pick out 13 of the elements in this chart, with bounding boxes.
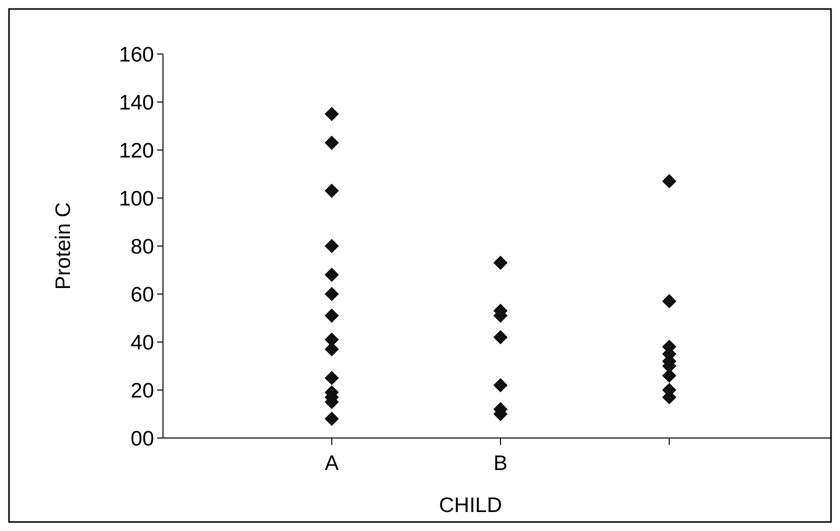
x-axis-title: CHILD — [438, 494, 502, 517]
y-tick-label: 140 — [118, 91, 154, 114]
y-tick-label: 120 — [118, 139, 154, 162]
x-tick-label: A — [324, 452, 339, 475]
y-axis-title: Protein C — [52, 202, 75, 290]
y-tick-label: 160 — [118, 43, 154, 66]
y-tick-label: 60 — [130, 283, 154, 306]
y-tick-label: 100 — [118, 187, 154, 210]
y-tick-label: 80 — [130, 235, 154, 258]
y-tick-label: 40 — [130, 331, 154, 354]
y-tick-label: 00 — [130, 427, 154, 450]
y-tick-label: 20 — [130, 379, 154, 402]
x-tick-label: B — [493, 452, 508, 475]
